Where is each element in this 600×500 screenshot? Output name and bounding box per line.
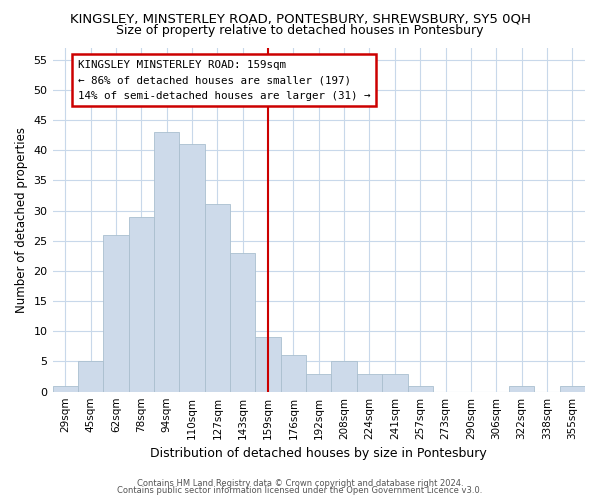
Bar xyxy=(331,362,357,392)
Bar xyxy=(230,253,256,392)
Text: KINGSLEY, MINSTERLEY ROAD, PONTESBURY, SHREWSBURY, SY5 0QH: KINGSLEY, MINSTERLEY ROAD, PONTESBURY, S… xyxy=(70,12,530,26)
Bar xyxy=(407,386,433,392)
Bar xyxy=(560,386,585,392)
Bar xyxy=(306,374,331,392)
Bar xyxy=(205,204,230,392)
Bar xyxy=(357,374,382,392)
Text: KINGSLEY MINSTERLEY ROAD: 159sqm
← 86% of detached houses are smaller (197)
14% : KINGSLEY MINSTERLEY ROAD: 159sqm ← 86% o… xyxy=(78,60,370,101)
Bar xyxy=(256,338,281,392)
Bar xyxy=(509,386,534,392)
Bar xyxy=(53,386,78,392)
Text: Contains HM Land Registry data © Crown copyright and database right 2024.: Contains HM Land Registry data © Crown c… xyxy=(137,478,463,488)
Bar xyxy=(103,234,128,392)
Y-axis label: Number of detached properties: Number of detached properties xyxy=(15,126,28,312)
Bar xyxy=(78,362,103,392)
Text: Contains public sector information licensed under the Open Government Licence v3: Contains public sector information licen… xyxy=(118,486,482,495)
Bar xyxy=(281,356,306,392)
Text: Size of property relative to detached houses in Pontesbury: Size of property relative to detached ho… xyxy=(116,24,484,37)
Bar xyxy=(128,216,154,392)
X-axis label: Distribution of detached houses by size in Pontesbury: Distribution of detached houses by size … xyxy=(151,447,487,460)
Bar xyxy=(382,374,407,392)
Bar xyxy=(154,132,179,392)
Bar xyxy=(179,144,205,392)
